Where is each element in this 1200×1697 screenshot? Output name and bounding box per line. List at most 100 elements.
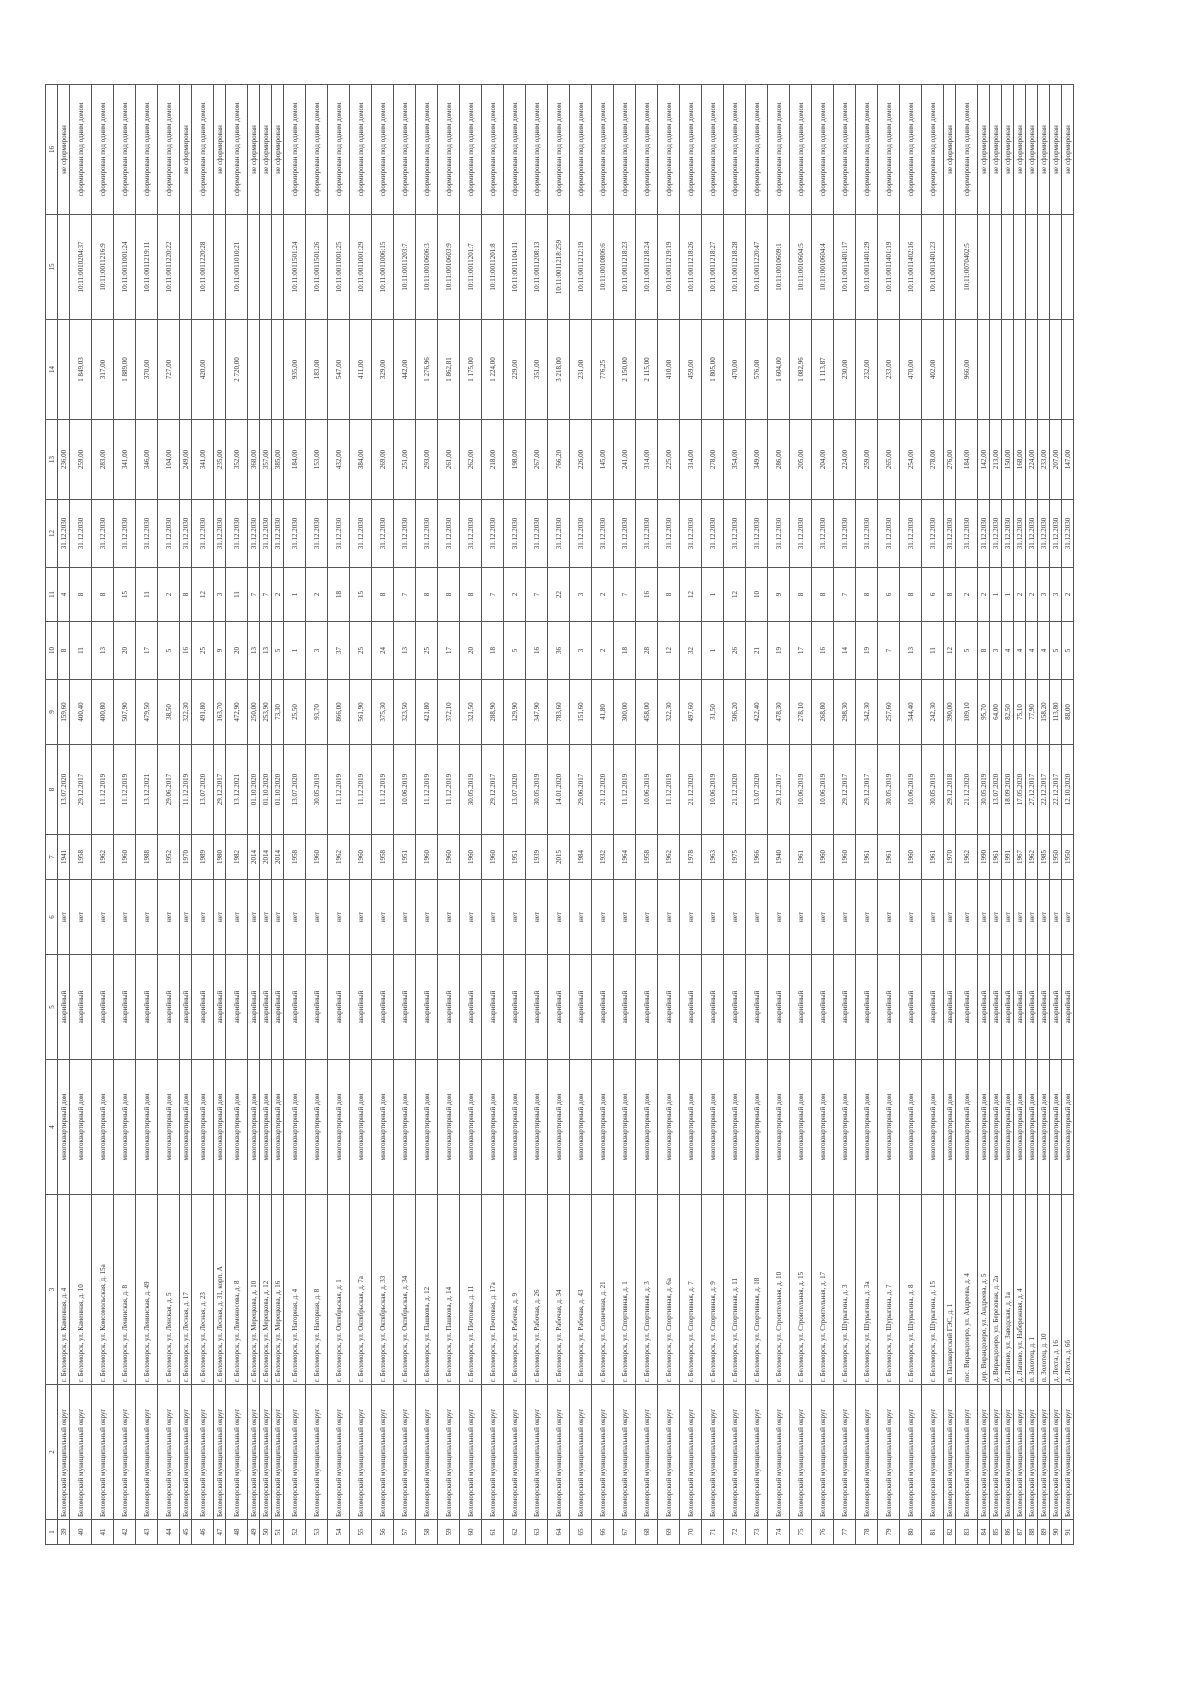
recognition-date-cell: 10.06.2019 xyxy=(701,744,724,835)
table-row: 60 Беломорский муниципальный округ г. Бело… xyxy=(459,84,482,1545)
rotated-page: 1 2 3 4 5 6 7 8 9 10 11 12 13 14 15 16 3… xyxy=(45,84,1074,1545)
row-number-cell: 45 xyxy=(179,1519,192,1545)
area-cell: 93,70 xyxy=(305,679,328,745)
premises-cell: 8 xyxy=(91,567,114,622)
condition-cell: аварийный xyxy=(481,954,504,1060)
area-cell: 77,90 xyxy=(1025,679,1038,745)
land-area-b-cell: 410,00 xyxy=(657,319,680,420)
year-built-cell: 1991 xyxy=(1001,834,1014,880)
land-status-cell: сформирован под одним домом xyxy=(855,84,878,215)
cultural-heritage-cell: нет xyxy=(135,879,158,955)
condition-cell: аварийный xyxy=(271,954,284,1060)
area-cell: 25,50 xyxy=(283,679,306,745)
building-type-cell: многоквартирный дом xyxy=(271,1059,284,1195)
condition-cell: аварийный xyxy=(943,954,956,1060)
resettlement-deadline-cell: 31.12.2030 xyxy=(811,499,834,568)
premises-cell: 7 xyxy=(247,567,260,622)
residents-cell: 5 xyxy=(1061,621,1074,680)
municipality-cell: Беломорский муниципальный округ xyxy=(179,1384,192,1520)
land-area-b-cell: 470,00 xyxy=(723,319,746,420)
table-row: 89 Беломорский муниципальный округ п. Золо… xyxy=(1037,84,1050,1545)
building-type-cell: многоквартирный дом xyxy=(1025,1059,1038,1195)
condition-cell: аварийный xyxy=(1001,954,1014,1060)
condition-cell: аварийный xyxy=(91,954,114,1060)
address-cell: д. Лапино, ул. Набережная, д. 4 xyxy=(1013,1194,1026,1385)
cultural-heritage-cell: нет xyxy=(569,879,592,955)
area-cell: 163,70 xyxy=(213,679,226,745)
land-area-b-cell: 1 889,00 xyxy=(113,319,136,420)
residents-cell: 1 xyxy=(283,621,306,680)
table-row: 55 Беломорский муниципальный округ г. Бело… xyxy=(349,84,372,1545)
condition-cell: аварийный xyxy=(437,954,460,1060)
resettlement-deadline-cell: 31.12.2030 xyxy=(1025,499,1038,568)
residents-cell: 19 xyxy=(767,621,790,680)
year-built-cell: 1958 xyxy=(283,834,306,880)
municipality-cell: Беломорский муниципальный округ xyxy=(1049,1384,1062,1520)
premises-cell: 3 xyxy=(1049,567,1062,622)
cultural-heritage-cell: нет xyxy=(657,879,680,955)
recognition-date-cell: 29.12.2018 xyxy=(943,744,956,835)
residents-cell: 18 xyxy=(481,621,504,680)
land-area-b-cell xyxy=(247,319,260,420)
premises-cell: 2 xyxy=(977,567,990,622)
year-built-cell: 1962 xyxy=(955,834,978,880)
land-area-b-cell: 1 849,03 xyxy=(69,319,92,420)
resettlement-deadline-cell: 31.12.2030 xyxy=(283,499,306,568)
land-area-a-cell: 346,00 xyxy=(135,419,158,500)
land-area-a-cell: 349,00 xyxy=(745,419,768,500)
table-row: 87 Беломорский муниципальный округ д. Лапи… xyxy=(1013,84,1026,1545)
area-cell: 288,90 xyxy=(481,679,504,745)
residents-cell: 13 xyxy=(393,621,416,680)
cultural-heritage-cell: нет xyxy=(503,879,526,955)
address-cell: п. Палакоргский ГЭС, д. 1 xyxy=(943,1194,956,1385)
address-cell: пос. Вирандозеро, ул. Андреева, д. 4 xyxy=(955,1194,978,1385)
land-status-cell: не сформирован xyxy=(1001,84,1014,215)
land-area-b-cell: 1 862,81 xyxy=(437,319,460,420)
land-status-cell: не сформирован xyxy=(271,84,284,215)
row-number-cell: 72 xyxy=(723,1519,746,1545)
recognition-date-cell: 30.05.2019 xyxy=(977,744,990,835)
land-area-b-cell: 935,00 xyxy=(283,319,306,420)
col-number: 12 xyxy=(45,499,58,568)
residents-cell: 24 xyxy=(371,621,394,680)
year-built-cell: 1961 xyxy=(855,834,878,880)
condition-cell: аварийный xyxy=(855,954,878,1060)
condition-cell: аварийный xyxy=(977,954,990,1060)
land-area-b-cell xyxy=(259,319,272,420)
municipality-cell: Беломорский муниципальный округ xyxy=(613,1384,636,1520)
area-cell: 458,00 xyxy=(635,679,658,745)
resettlement-deadline-cell: 31.12.2030 xyxy=(213,499,226,568)
row-number-cell: 54 xyxy=(327,1519,350,1545)
resettlement-deadline-cell: 31.12.2030 xyxy=(259,499,272,568)
building-type-cell: многоквартирный дом xyxy=(305,1059,328,1195)
municipality-cell: Беломорский муниципальный округ xyxy=(1061,1384,1074,1520)
residents-cell: 8 xyxy=(977,621,990,680)
cadastral-number-cell: 10:11:0070402:5 xyxy=(955,214,978,320)
cadastral-number-cell: 10:11:0011212:19 xyxy=(569,214,592,320)
cadastral-number-cell xyxy=(213,214,226,320)
residents-cell: 28 xyxy=(635,621,658,680)
land-area-b-cell: 229,00 xyxy=(503,319,526,420)
cadastral-number-cell xyxy=(1013,214,1026,320)
address-cell: г. Беломорск, ул. Мерецкова, д. 12 xyxy=(259,1194,272,1385)
table-row: 78 Беломорский муниципальный округ г. Бело… xyxy=(855,84,878,1545)
col-number: 11 xyxy=(45,567,58,622)
area-cell: 82,50 xyxy=(1001,679,1014,745)
land-area-b-cell xyxy=(1013,319,1026,420)
cadastral-number-cell xyxy=(259,214,272,320)
recognition-date-cell: 11.12.2019 xyxy=(91,744,114,835)
residents-cell: 21 xyxy=(745,621,768,680)
address-cell: г. Беломорск, ул. Нагорная, д. 8 xyxy=(305,1194,328,1385)
recognition-date-cell: 10.06.2019 xyxy=(635,744,658,835)
resettlement-deadline-cell: 31.12.2030 xyxy=(157,499,180,568)
col-number: 5 xyxy=(45,954,58,1060)
table-body: 39 Беломорский муниципальный округ г. Бело… xyxy=(57,84,1074,1545)
land-area-b-cell: 966,00 xyxy=(955,319,978,420)
land-status-cell: сформирован под одним домом xyxy=(591,84,614,215)
building-type-cell: многоквартирный дом xyxy=(225,1059,248,1195)
land-area-b-cell xyxy=(213,319,226,420)
area-cell: 344,40 xyxy=(899,679,922,745)
premises-cell: 8 xyxy=(415,567,438,622)
cultural-heritage-cell: нет xyxy=(977,879,990,955)
land-area-b-cell xyxy=(271,319,284,420)
